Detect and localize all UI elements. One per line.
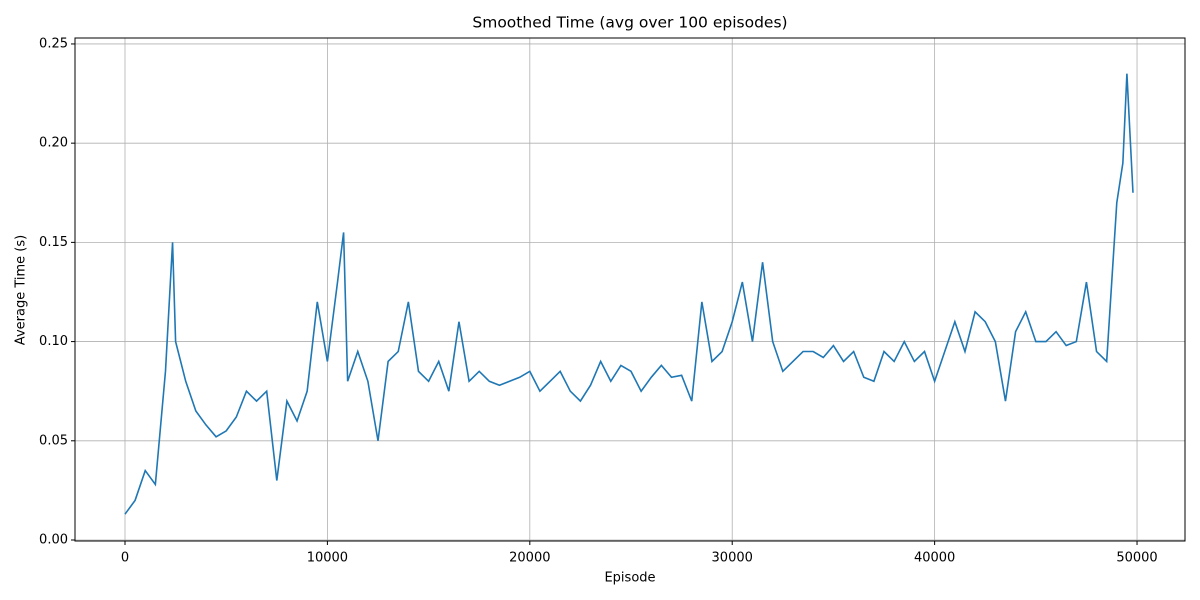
y-tick-label: 0.25 — [39, 36, 68, 51]
plot-frame — [74, 37, 1186, 542]
x-tick-label: 30000 — [712, 551, 753, 566]
y-tick-label: 0.20 — [39, 136, 68, 151]
x-tick-label: 10000 — [307, 551, 348, 566]
y-tick-label: 0.10 — [39, 334, 68, 349]
chart-title: Smoothed Time (avg over 100 episodes) — [472, 14, 787, 32]
y-tick-label: 0.15 — [39, 235, 68, 250]
data-line — [124, 73, 1134, 515]
y-axis-label: Average Time (s) — [14, 235, 29, 345]
y-tick-label: 0.00 — [39, 533, 68, 548]
x-tick-label: 40000 — [914, 551, 955, 566]
y-tick-label: 0.05 — [39, 433, 68, 448]
x-axis-label: Episode — [604, 571, 655, 586]
x-tick-label: 20000 — [509, 551, 550, 566]
x-tick-label: 50000 — [1116, 551, 1157, 566]
x-tick-label: 0 — [121, 551, 129, 566]
